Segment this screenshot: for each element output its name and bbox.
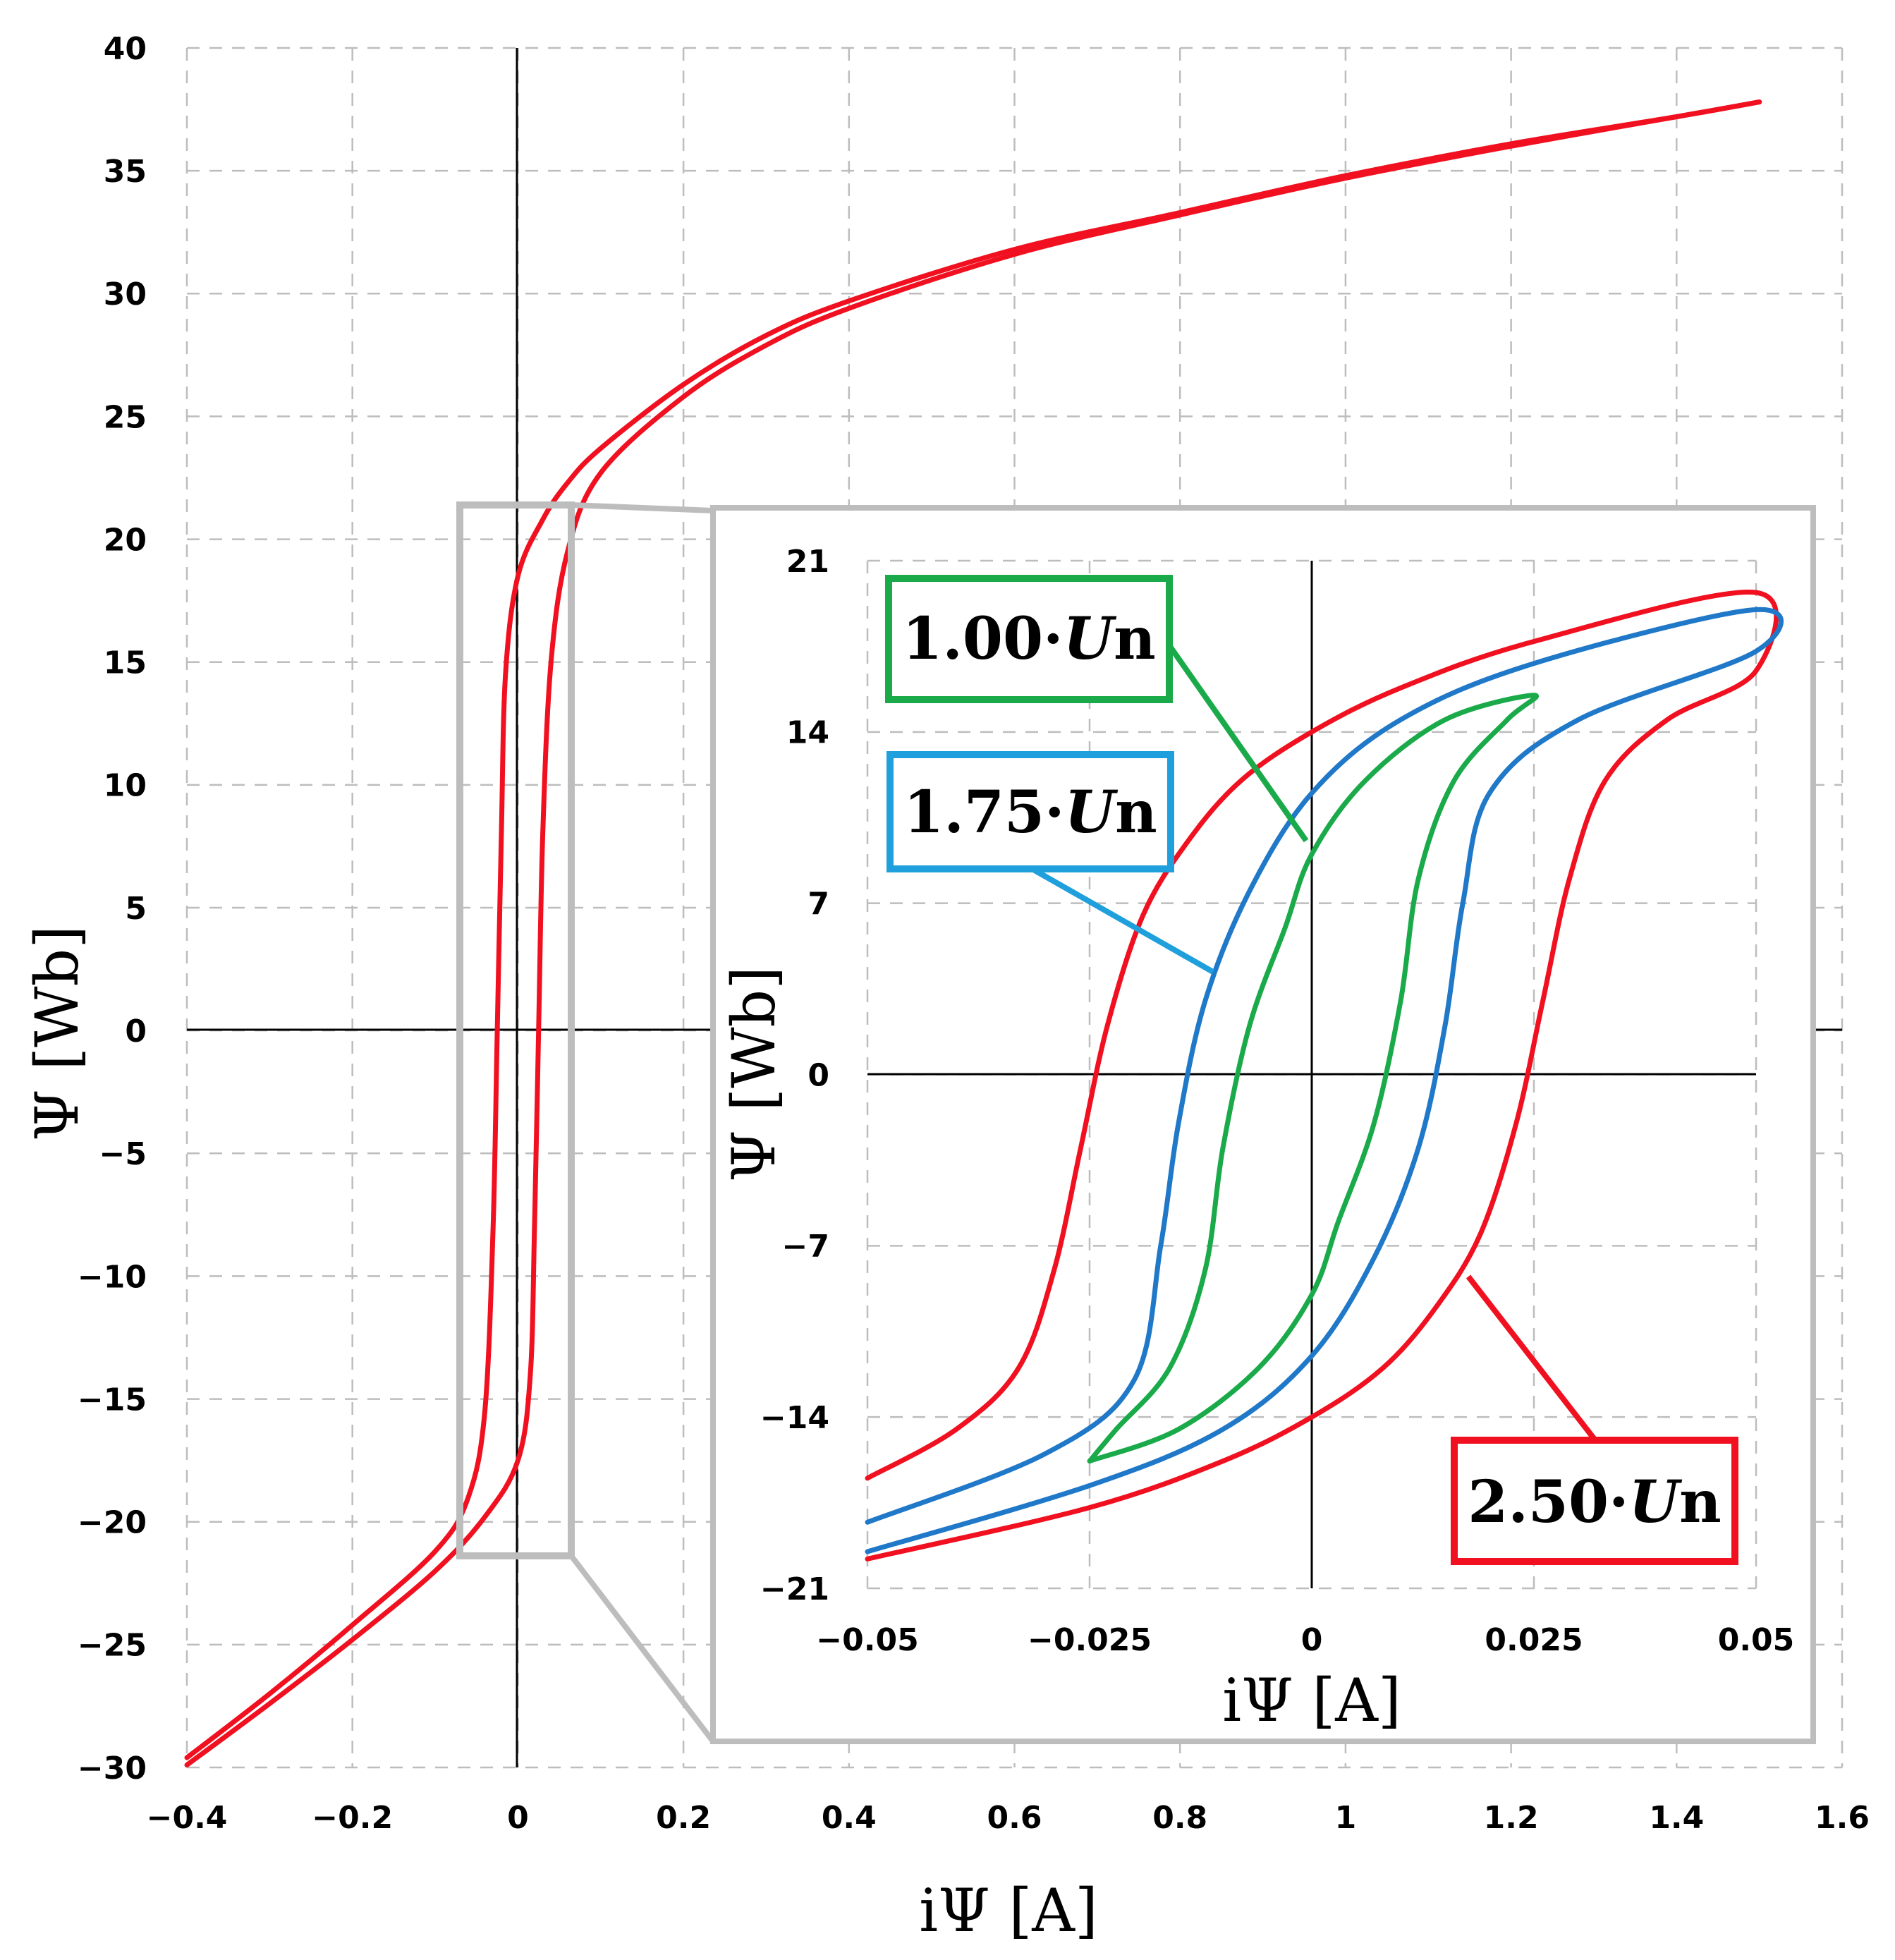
annotation-1-00-un: 1.00·Un bbox=[885, 575, 1309, 843]
main-y-tick-label: 25 bbox=[104, 399, 147, 435]
main-y-tick-label: −30 bbox=[78, 1751, 147, 1786]
inset-y-tick-label: −14 bbox=[760, 1400, 829, 1436]
inset-y-tick-label: −21 bbox=[760, 1571, 829, 1607]
inset-curves bbox=[865, 590, 1784, 1562]
inset-x-tick-label: 0.05 bbox=[1718, 1622, 1795, 1658]
main-x-tick-label: 1.6 bbox=[1815, 1800, 1870, 1836]
main-y-tick-label: 30 bbox=[104, 276, 147, 312]
main-y-axis-title: Ψ [Wb] bbox=[23, 925, 92, 1141]
main-y-tick-label: 20 bbox=[104, 522, 147, 558]
zoom-source-rectangle bbox=[456, 501, 575, 1559]
inset-x-axis-title: iΨ [A] bbox=[1222, 1666, 1401, 1735]
inset-y-tick-labels: 21 14 7 0 −7 −14 −21 bbox=[760, 544, 829, 1607]
annotation-2-50-un-box bbox=[1451, 1437, 1738, 1565]
annotation-1-75-un-box bbox=[886, 751, 1174, 872]
annotation-2-50-un-pointer bbox=[1466, 1274, 1598, 1442]
main-x-tick-label: 0 bbox=[507, 1800, 529, 1836]
annotation-2-50-un: 2.50·Un bbox=[1451, 1274, 1738, 1565]
main-y-tick-label: 0 bbox=[125, 1014, 147, 1049]
main-x-tick-label: −0.2 bbox=[312, 1800, 393, 1836]
inset-x-tick-label: 0.025 bbox=[1485, 1622, 1583, 1658]
main-y-tick-label: 5 bbox=[125, 891, 147, 927]
inset-chart: 21 14 7 0 −7 −14 −21 −0.05 −0.025 0 0.025 0.05 iΨ … bbox=[710, 505, 1816, 1744]
main-y-tick-label: 10 bbox=[104, 768, 147, 804]
annotation-1-75-un-pointer bbox=[1028, 865, 1214, 975]
main-curves bbox=[184, 99, 1762, 1767]
zoom-indicator bbox=[456, 501, 716, 1743]
inset-x-tick-labels: −0.05 −0.025 0 0.025 0.05 bbox=[816, 1622, 1794, 1658]
main-x-tick-label: 0.8 bbox=[1152, 1800, 1207, 1836]
main-x-tick-labels: −0.4 −0.2 0 0.2 0.4 0.6 0.8 1 1.2 1.4 1.6 bbox=[147, 1800, 1870, 1836]
main-x-tick-label: 1.4 bbox=[1649, 1800, 1704, 1836]
main-y-tick-label: 15 bbox=[104, 645, 147, 681]
annotation-1-00-un-label: 1.00·Un bbox=[902, 605, 1155, 673]
inset-series-red-0 bbox=[865, 590, 1779, 1562]
main-series-red-1 bbox=[184, 99, 1762, 1767]
zoom-connector-top bbox=[571, 502, 714, 513]
main-x-tick-label: −0.4 bbox=[147, 1800, 228, 1836]
main-x-axis-title: iΨ [A] bbox=[919, 1876, 1097, 1945]
inset-y-tick-label: 7 bbox=[808, 887, 829, 923]
annotation-1-75-un: 1.75·Un bbox=[886, 751, 1214, 975]
main-x-tick-label: 0.4 bbox=[822, 1800, 877, 1836]
inset-y-tick-label: −7 bbox=[782, 1229, 829, 1265]
main-x-tick-label: 0.2 bbox=[656, 1800, 711, 1836]
main-y-tick-label: 40 bbox=[104, 31, 147, 67]
main-y-tick-labels: 40 35 30 25 20 15 10 5 0 −5 −10 −15 −20 −25 −30 bbox=[78, 31, 147, 1786]
main-x-tick-label: 1 bbox=[1335, 1800, 1357, 1836]
main-y-tick-label: −5 bbox=[99, 1136, 147, 1172]
annotation-1-00-un-box bbox=[885, 575, 1173, 703]
main-x-tick-label: 1.2 bbox=[1484, 1800, 1539, 1836]
inset-y-tick-label: 21 bbox=[786, 544, 829, 580]
annotation-1-75-un-label: 1.75·Un bbox=[903, 779, 1157, 846]
main-y-tick-label: 35 bbox=[104, 154, 147, 190]
main-y-tick-label: −20 bbox=[78, 1505, 147, 1541]
inset-series-blue-1 bbox=[865, 607, 1784, 1554]
zoom-connector-bottom bbox=[568, 1554, 716, 1743]
main-x-tick-label: 0.6 bbox=[987, 1800, 1042, 1836]
main-y-tick-label: −15 bbox=[78, 1382, 147, 1418]
annotation-1-00-un-pointer bbox=[1166, 643, 1309, 843]
annotation-2-50-un-label: 2.50·Un bbox=[1468, 1468, 1721, 1536]
inset-x-tick-label: 0 bbox=[1301, 1622, 1323, 1658]
main-y-tick-label: −25 bbox=[78, 1628, 147, 1664]
inset-series-green-2 bbox=[1087, 693, 1539, 1464]
inset-y-axis-title: Ψ [Wb] bbox=[719, 966, 788, 1182]
inset-y-tick-label: 0 bbox=[808, 1057, 829, 1093]
inset-x-tick-label: −0.025 bbox=[1028, 1622, 1152, 1658]
main-y-tick-label: −10 bbox=[78, 1259, 147, 1295]
inset-y-tick-label: 14 bbox=[786, 715, 829, 751]
inset-x-tick-label: −0.05 bbox=[816, 1622, 918, 1658]
